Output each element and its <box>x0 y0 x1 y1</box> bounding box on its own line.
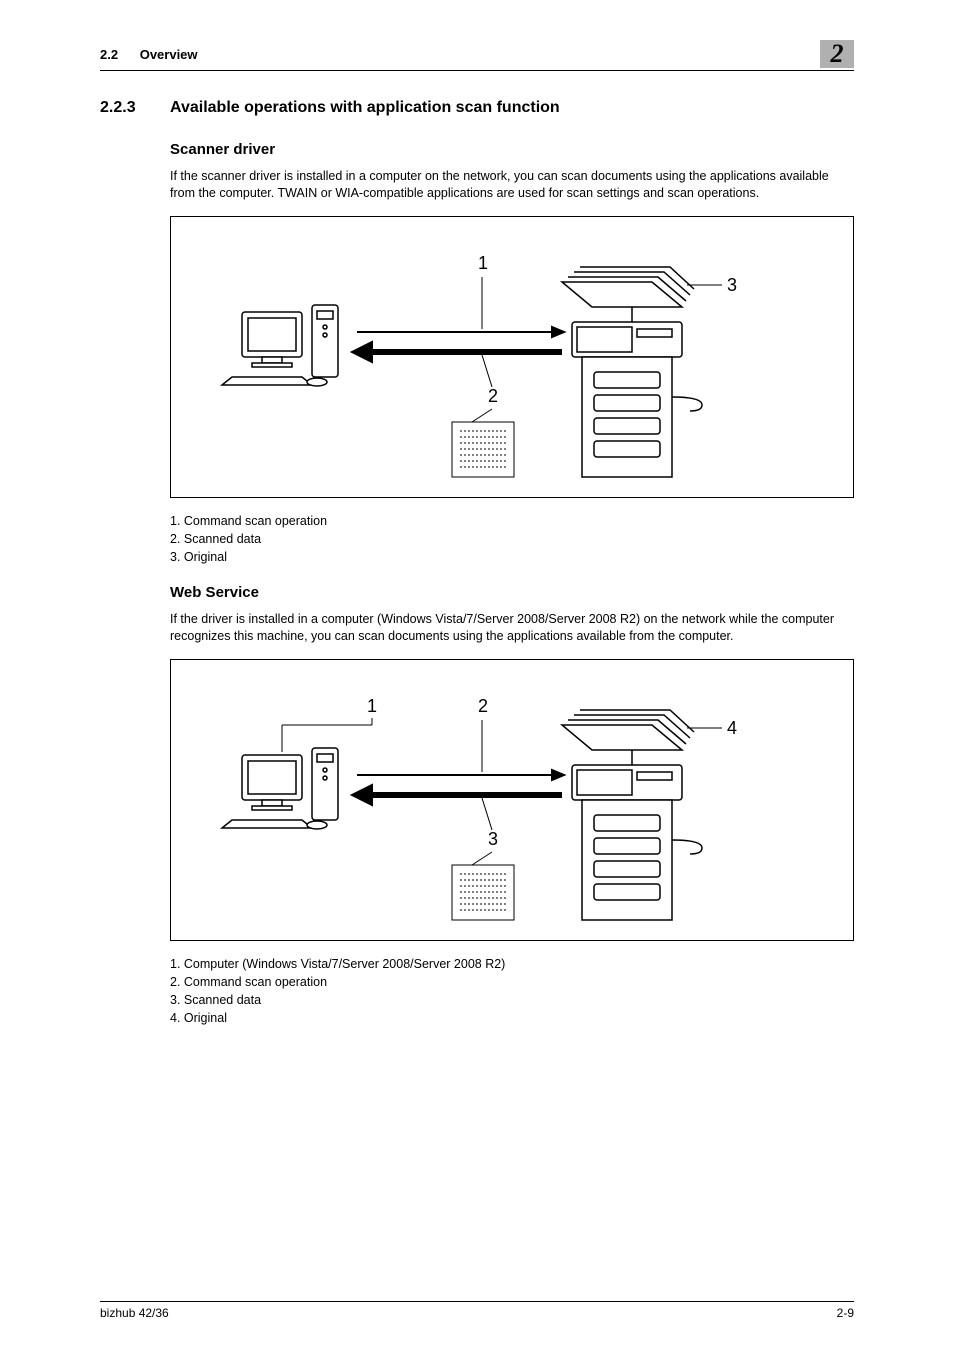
legend-item: 2. Command scan operation <box>170 973 854 991</box>
diagram-label-2: 2 <box>488 386 498 406</box>
diagram-label-2: 2 <box>478 696 488 716</box>
legend-item: 1. Computer (Windows Vista/7/Server 2008… <box>170 955 854 973</box>
page-header: 2.2 Overview 2 <box>100 40 854 71</box>
computer-icon <box>222 748 338 829</box>
diagram-label-1: 1 <box>478 253 488 273</box>
scanned-data-icon <box>452 409 514 477</box>
section-number: 2.2.3 <box>100 99 170 117</box>
diagram-label-3: 3 <box>727 275 737 295</box>
web-service-diagram: 1 2 3 <box>170 659 854 941</box>
legend-item: 4. Original <box>170 1009 854 1027</box>
section-heading-row: 2.2.3 Available operations with applicat… <box>100 99 854 117</box>
arrows-icon <box>352 327 564 362</box>
diagram-label-3: 3 <box>488 829 498 849</box>
chapter-badge-number: 2 <box>831 39 844 69</box>
scanner-driver-diagram: 1 2 <box>170 216 854 498</box>
web-service-legend: 1. Computer (Windows Vista/7/Server 2008… <box>170 955 854 1028</box>
legend-item: 1. Command scan operation <box>170 512 854 530</box>
label-1-leader <box>282 718 372 752</box>
scanned-data-icon <box>452 852 514 920</box>
scanner-driver-heading: Scanner driver <box>170 141 854 158</box>
web-service-heading: Web Service <box>170 584 854 601</box>
scanner-driver-svg: 1 2 <box>182 227 842 487</box>
content-area: Scanner driver If the scanner driver is … <box>170 141 854 1027</box>
header-section-num: 2.2 <box>100 47 118 62</box>
mfp-icon <box>562 710 702 920</box>
page: 2.2 Overview 2 2.2.3 Available operation… <box>0 0 954 1350</box>
scanner-driver-legend: 1. Command scan operation 2. Scanned dat… <box>170 512 854 566</box>
computer-icon <box>222 305 338 386</box>
header-left: 2.2 Overview <box>100 47 198 62</box>
section-title: Available operations with application sc… <box>170 99 560 117</box>
arrows-icon <box>352 770 564 805</box>
mfp-icon <box>562 267 702 477</box>
header-section-name: Overview <box>140 47 198 62</box>
diagram-label-1: 1 <box>367 696 377 716</box>
legend-item: 2. Scanned data <box>170 530 854 548</box>
label-2-leader <box>482 355 492 387</box>
legend-item: 3. Original <box>170 548 854 566</box>
diagram-label-4: 4 <box>727 718 737 738</box>
web-service-svg: 1 2 3 <box>182 670 842 930</box>
web-service-body: If the driver is installed in a computer… <box>170 611 854 645</box>
chapter-badge: 2 <box>820 40 854 68</box>
legend-item: 3. Scanned data <box>170 991 854 1009</box>
footer-right: 2-9 <box>837 1306 854 1320</box>
scanner-driver-body: If the scanner driver is installed in a … <box>170 168 854 202</box>
page-footer: bizhub 42/36 2-9 <box>100 1301 854 1320</box>
label-3-leader <box>482 798 492 830</box>
footer-left: bizhub 42/36 <box>100 1306 169 1320</box>
